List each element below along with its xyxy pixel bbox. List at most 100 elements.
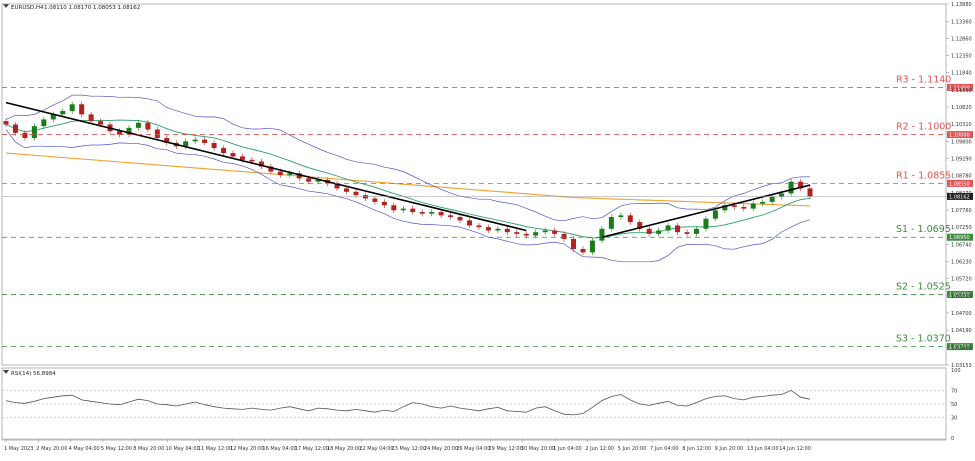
y-tick-label: 1.13880 [951, 2, 972, 8]
x-tick-label: 10 May 04:00 [166, 446, 200, 452]
y-tick-label: 1.07760 [951, 208, 972, 214]
uptrend-line [601, 184, 811, 238]
candle-body [410, 208, 416, 212]
price-panel-frame [1, 3, 947, 366]
candle-body [296, 173, 302, 179]
candle-body [523, 233, 529, 236]
rsi-tick-label: 0 [951, 436, 954, 442]
symbol-label: EURUSD,H4 [11, 5, 44, 11]
candle-body [798, 181, 804, 189]
level-price-tag-text: 1.03700 [949, 345, 970, 351]
candle-body [145, 122, 151, 130]
y-tick-label: 1.10310 [951, 122, 972, 128]
candle-body [807, 188, 813, 197]
bollinger-lower-line [5, 129, 811, 263]
level-price-tag-text: 1.08550 [949, 181, 970, 187]
candle-body [504, 228, 510, 233]
candle-body [202, 139, 208, 143]
candle-body [476, 225, 482, 228]
x-tick-label: 26 May 04:00 [456, 446, 490, 452]
candle-body [135, 122, 141, 128]
x-tick-label: 30 May 20:00 [521, 446, 555, 452]
level-label: R3 - 1.1140 [896, 74, 951, 85]
candle-body [599, 228, 605, 241]
candle-body [561, 233, 567, 239]
candle-body [334, 183, 340, 189]
level-label: R1 - 1.0855 [896, 170, 951, 181]
level-price-tag [947, 233, 973, 241]
candle-body [542, 230, 548, 233]
candle-body [495, 228, 501, 231]
y-tick-label: 1.12860 [951, 36, 972, 42]
x-tick-label: 23 May 12:00 [392, 446, 426, 452]
bollinger-upper-line [5, 94, 811, 222]
level-price-tag-text: 1.11400 [949, 85, 970, 91]
candle-body [391, 205, 397, 211]
candle-body [703, 218, 709, 229]
candle-body [580, 248, 586, 253]
candle-body [230, 153, 236, 157]
candle-body [117, 131, 123, 135]
candle-body [353, 191, 359, 196]
candle-body [41, 119, 47, 127]
candle-body [665, 225, 671, 231]
candle-body [79, 104, 85, 115]
level-label: S3 - 1.0370 [896, 334, 951, 345]
level-price-tag [947, 83, 973, 91]
candle-body [306, 178, 312, 182]
candle-body [675, 225, 681, 233]
level-price-tag [947, 179, 973, 187]
candle-body [438, 211, 444, 216]
candle-body [211, 142, 217, 149]
candle-body [722, 205, 728, 211]
candle-body [31, 126, 37, 138]
current-price-tag-text: 1.08162 [949, 194, 970, 200]
y-tick-label: 1.05210 [951, 294, 972, 300]
x-tick-label: 1 May 2023 [4, 446, 33, 452]
candle-body [258, 161, 264, 167]
y-tick-label: 1.07250 [951, 225, 972, 231]
candle-body [315, 180, 321, 182]
x-tick-label: 2 Jun 12:00 [585, 446, 614, 452]
level-price-tag-text: 1.06950 [949, 235, 970, 241]
level-price-tag [947, 290, 973, 298]
candle-body [589, 240, 595, 253]
candle-body [362, 195, 368, 199]
candle-body [3, 121, 9, 125]
y-tick-label: 1.08780 [951, 174, 972, 180]
x-tick-label: 12 May 20:00 [230, 446, 264, 452]
level-price-tag-text: 1.05250 [949, 292, 970, 298]
candle-body [22, 132, 28, 138]
candle-body [741, 206, 747, 209]
candle-body [98, 121, 104, 125]
x-tick-label: 8 Jun 12:00 [682, 446, 711, 452]
y-tick-label: 1.10820 [951, 105, 972, 111]
candle-body [448, 215, 454, 218]
x-tick-label: 16 May 04:00 [262, 446, 296, 452]
candle-body [69, 104, 75, 112]
downtrend-line [5, 101, 527, 232]
y-tick-label: 1.13360 [951, 19, 972, 25]
candle-body [779, 193, 785, 197]
collapse-icon[interactable] [3, 4, 9, 8]
collapse-rsi-icon[interactable] [3, 370, 9, 374]
rsi-tick-label: 30 [951, 416, 957, 422]
x-tick-label: 7 Jun 04:00 [650, 446, 679, 452]
candle-body [485, 227, 491, 231]
candle-body [372, 198, 378, 202]
candle-body [50, 114, 56, 120]
x-tick-label: 5 May 12:00 [101, 446, 132, 452]
level-label: S2 - 1.0525 [896, 281, 951, 292]
x-tick-label: 1 Jun 04:00 [553, 446, 582, 452]
candle-body [60, 111, 66, 115]
candle-body [712, 210, 718, 219]
candle-body [788, 181, 794, 194]
y-tick-label: 1.08270 [951, 191, 972, 197]
candle-body [192, 139, 198, 142]
candle-body [769, 196, 775, 202]
x-tick-label: 2 May 20:00 [36, 446, 67, 452]
level-price-tag [947, 131, 973, 139]
x-tick-label: 17 May 12:00 [295, 446, 329, 452]
